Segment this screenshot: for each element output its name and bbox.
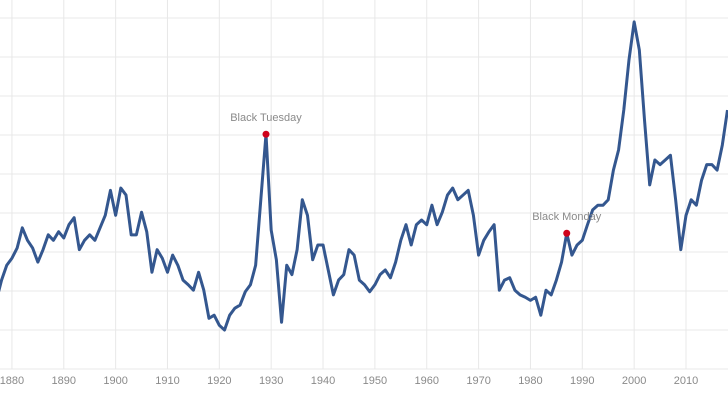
x-tick-label: 1940: [311, 375, 335, 387]
x-tick-label: 1970: [466, 375, 490, 387]
annotation-label: Black Tuesday: [230, 112, 302, 124]
annotation-label: Black Monday: [532, 211, 602, 223]
x-tick-label: 1890: [52, 375, 76, 387]
x-tick-label: 1950: [363, 375, 387, 387]
x-tick-label: 1920: [207, 375, 231, 387]
x-tick-label: 1880: [0, 375, 24, 387]
series-line: [0, 20, 728, 332]
x-tick-label: 2010: [674, 375, 698, 387]
x-tick-label: 1910: [155, 375, 179, 387]
x-tick-label: 1930: [259, 375, 283, 387]
x-tick-label: 2000: [622, 375, 646, 387]
annotation-dot: [262, 130, 270, 138]
x-tick-label: 1960: [414, 375, 438, 387]
x-tick-label: 1900: [103, 375, 127, 387]
x-tick-label: 1990: [570, 375, 594, 387]
x-tick-label: 1980: [518, 375, 542, 387]
annotation-dot: [563, 229, 571, 237]
